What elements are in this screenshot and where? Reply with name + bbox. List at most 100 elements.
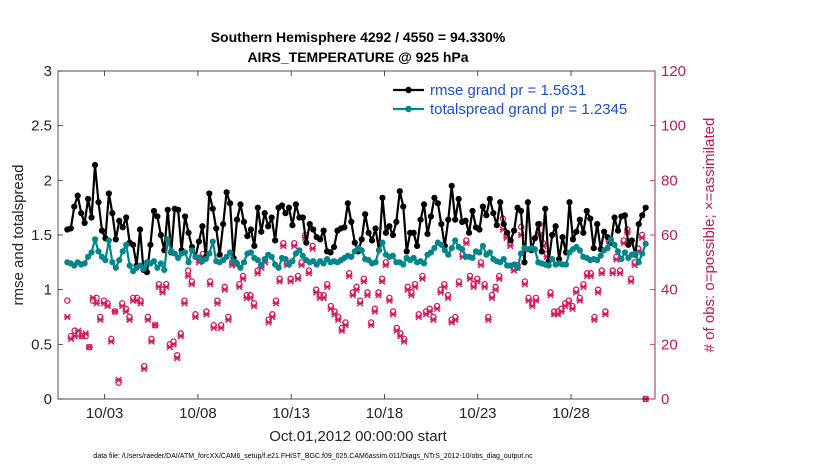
totalspread-point [164,236,171,243]
rmse-point [112,236,119,243]
totalspread-point [289,258,296,265]
rmse-point [67,225,74,232]
legend-box [387,77,651,120]
plot-area [58,71,655,399]
obs-assimilated-point [338,327,346,334]
totalspread-point [594,257,601,264]
obs-assimilated-point [184,272,192,280]
obs-assimilated-point [250,302,258,310]
totalspread-point [372,259,379,266]
rmse-point [348,218,355,225]
rmse-point [195,238,203,245]
rmse-point [549,231,556,239]
legend-rmse-marker [405,86,412,94]
totalspread-point [438,241,445,248]
totalspread-point [375,247,383,254]
totalspread-point [88,249,95,256]
obs-assimilated-point [492,286,499,293]
totalspread-point [642,240,649,247]
obs-assimilated-point [192,313,199,321]
rmse-point [576,216,583,223]
rmse-point [486,195,493,203]
totalspread-point [611,241,618,248]
totalspread-point [175,254,182,262]
rmse-point [123,214,130,221]
rmse-point [268,214,275,221]
x-axis-label: Oct.01,2012 00:00:00 start [269,428,447,445]
totalspread-point [91,236,99,243]
chart-title: Southern Hemisphere 4292 / 4550 = 94.330… [211,29,506,45]
obs-assimilated-point [140,365,148,373]
x-tick-label: 10/08 [179,405,217,422]
rmse-point [91,161,99,169]
rmse-point [136,226,144,233]
obs-assimilated-point [107,338,115,345]
rmse-point [483,212,490,219]
rmse-point [455,195,462,203]
obs-assimilated-point [572,289,580,296]
totalspread-point [268,253,275,260]
obs-assimilated-point [484,316,492,324]
obs-assimilated-point [495,275,503,283]
rmse-point [272,237,279,244]
rmse-point [452,216,459,223]
rmse-point [282,210,289,217]
rmse-point [573,228,580,235]
rmse-point [531,235,538,242]
obs-assimilated-point [587,272,595,280]
rmse-point [490,210,497,217]
rmse-point [635,220,642,228]
totalspread-point [614,248,622,255]
totalspread-point [427,249,435,256]
rmse-point [386,223,393,230]
obs-assimilated-point [137,300,144,307]
rmse-point [310,226,317,233]
obs-assimilated-point [155,283,163,291]
rmse-point [292,201,299,208]
totalspread-point [607,236,615,243]
obs-assimilated-point [528,302,536,310]
rmse-point [78,210,85,217]
rmse-point [507,237,514,244]
rmse-point [130,241,137,248]
obs-assimilated-point [287,278,294,285]
rmse-point [299,214,306,221]
totalspread-point [486,249,493,256]
obs-assimilated-point [426,308,434,315]
obs-assimilated-point [71,332,79,340]
y2-tick-label: 40 [661,282,678,299]
obs-assimilated-point [547,291,554,299]
totalspread-point [109,259,116,266]
rmse-point [240,218,248,225]
totalspread-point [105,237,112,244]
y-tick-label: 2.5 [31,118,52,135]
totalspread-point [240,259,248,266]
rmse-point [164,206,171,213]
obs-assimilated-point [353,286,360,293]
rmse-point [427,213,435,220]
totalspread-point [258,262,265,269]
obs-assimilated-point [188,280,196,288]
rmse-point [438,220,445,228]
rmse-point [265,223,272,230]
rmse-point [448,182,455,189]
rmse-point [414,242,421,250]
totalspread-point [441,247,448,254]
obs-assimilated-point [122,308,130,315]
obs-assimilated-point [455,280,463,288]
legend: rmse grand pr = 1.5631 totalspread grand… [387,77,651,120]
obs-assimilated-point [279,242,287,250]
totalspread-point [469,254,476,262]
rmse-point [105,190,112,197]
totalspread-point [95,248,102,255]
x-tick-label: 10/23 [459,405,497,422]
obs-assimilated-point [400,338,408,345]
obs-assimilated-point [521,280,529,288]
rmse-point [175,206,182,213]
obs-assimilated-point [470,283,477,291]
rmse-point [362,211,369,218]
obs-assimilated-point [481,283,488,291]
rmse-point [237,201,244,208]
x-tick-label: 10/13 [272,405,310,422]
